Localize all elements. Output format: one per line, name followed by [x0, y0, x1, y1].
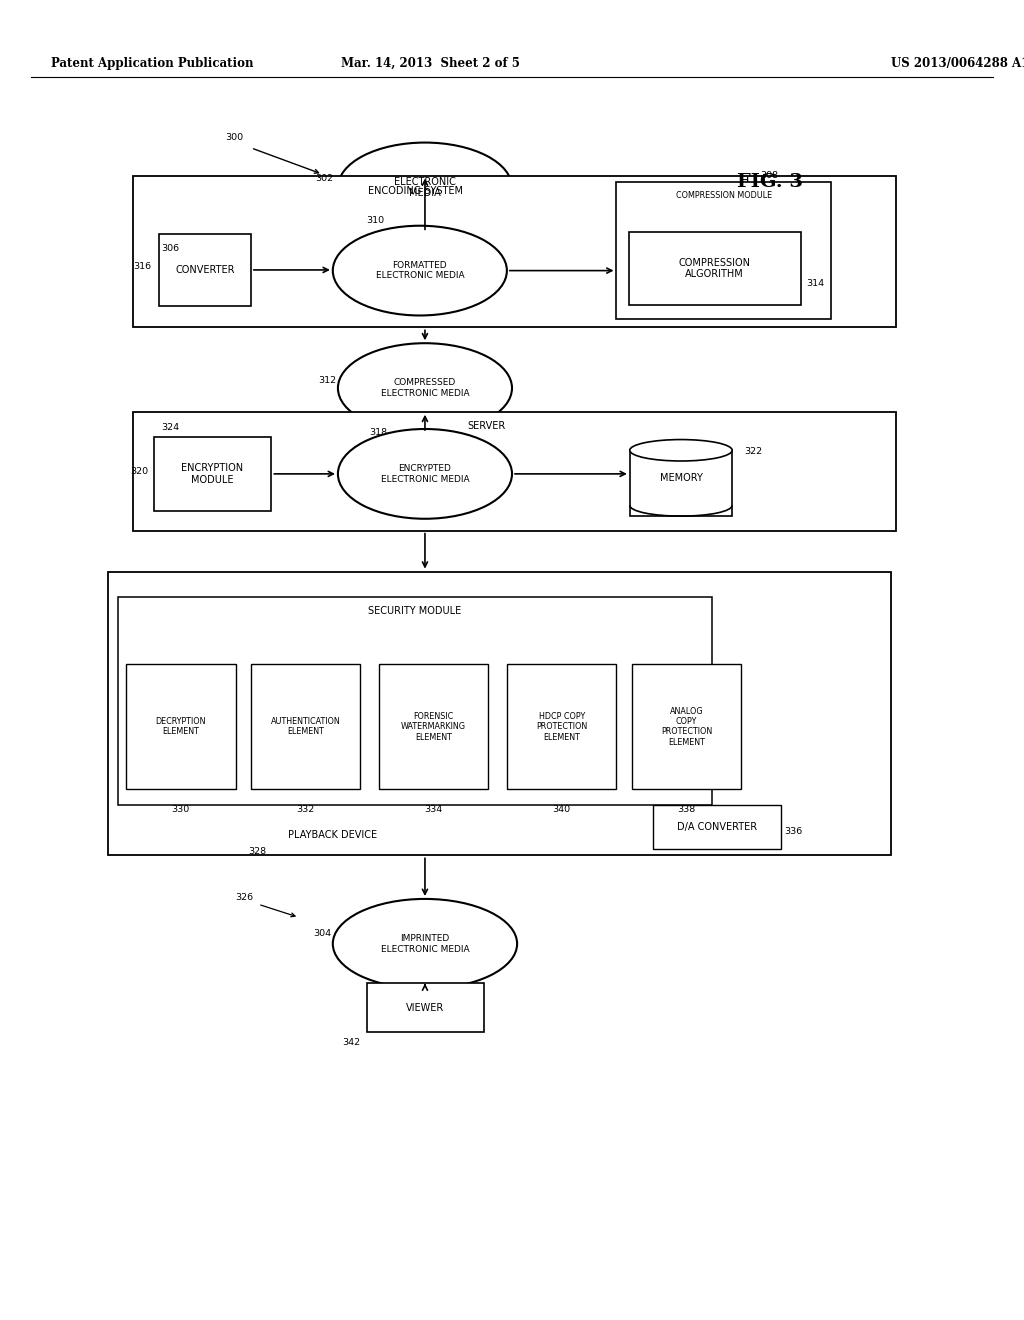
Text: 312: 312 [317, 376, 336, 384]
Text: VIEWER: VIEWER [407, 1003, 444, 1012]
Ellipse shape [338, 429, 512, 519]
FancyBboxPatch shape [118, 597, 712, 805]
Text: CONVERTER: CONVERTER [175, 265, 234, 275]
Text: MEMORY: MEMORY [659, 473, 702, 483]
Text: 340: 340 [553, 805, 570, 814]
Text: COMPRESSED
ELECTRONIC MEDIA: COMPRESSED ELECTRONIC MEDIA [381, 379, 469, 397]
Ellipse shape [338, 343, 512, 433]
Text: ELECTRONIC
MEDIA: ELECTRONIC MEDIA [394, 177, 456, 198]
Ellipse shape [333, 226, 507, 315]
Text: 314: 314 [806, 280, 824, 288]
FancyBboxPatch shape [616, 182, 831, 319]
Text: Mar. 14, 2013  Sheet 2 of 5: Mar. 14, 2013 Sheet 2 of 5 [341, 57, 519, 70]
Text: 302: 302 [315, 174, 334, 182]
Text: COMPRESSION
ALGORITHM: COMPRESSION ALGORITHM [679, 257, 751, 280]
Text: 330: 330 [172, 805, 189, 814]
FancyBboxPatch shape [108, 572, 891, 855]
FancyBboxPatch shape [379, 664, 488, 789]
Text: 322: 322 [744, 447, 763, 455]
Text: SECURITY MODULE: SECURITY MODULE [368, 606, 462, 616]
Text: COMPRESSION MODULE: COMPRESSION MODULE [676, 191, 772, 201]
Text: FIG. 3: FIG. 3 [737, 173, 803, 191]
Text: SERVER: SERVER [467, 421, 506, 432]
Text: ENCRYPTED
ELECTRONIC MEDIA: ENCRYPTED ELECTRONIC MEDIA [381, 465, 469, 483]
FancyBboxPatch shape [367, 983, 484, 1032]
Text: 320: 320 [130, 467, 148, 475]
FancyBboxPatch shape [507, 664, 616, 789]
Text: IMPRINTED
ELECTRONIC MEDIA: IMPRINTED ELECTRONIC MEDIA [381, 935, 469, 953]
Text: AUTHENTICATION
ELEMENT: AUTHENTICATION ELEMENT [270, 717, 341, 737]
FancyBboxPatch shape [632, 664, 741, 789]
Text: 342: 342 [342, 1039, 360, 1047]
FancyBboxPatch shape [154, 437, 271, 511]
Text: ANALOG
COPY
PROTECTION
ELEMENT: ANALOG COPY PROTECTION ELEMENT [660, 706, 713, 747]
Text: 338: 338 [678, 805, 695, 814]
Text: FORENSIC
WATERMARKING
ELEMENT: FORENSIC WATERMARKING ELEMENT [401, 711, 466, 742]
FancyBboxPatch shape [133, 176, 896, 327]
Text: 308: 308 [760, 172, 778, 180]
Text: 304: 304 [313, 929, 332, 937]
Text: 326: 326 [234, 894, 253, 902]
Text: 328: 328 [248, 847, 266, 855]
Text: FORMATTED
ELECTRONIC MEDIA: FORMATTED ELECTRONIC MEDIA [376, 261, 464, 280]
FancyBboxPatch shape [126, 664, 236, 789]
FancyBboxPatch shape [653, 805, 781, 849]
Text: 310: 310 [366, 216, 384, 224]
Text: 334: 334 [425, 805, 442, 814]
Text: 336: 336 [784, 828, 803, 836]
Text: 306: 306 [161, 244, 179, 252]
Text: PLAYBACK DEVICE: PLAYBACK DEVICE [288, 829, 378, 840]
Text: US 2013/0064288 A1: US 2013/0064288 A1 [891, 57, 1024, 70]
FancyBboxPatch shape [133, 412, 896, 531]
Ellipse shape [338, 143, 512, 232]
Text: ENCRYPTION
MODULE: ENCRYPTION MODULE [181, 463, 244, 484]
FancyBboxPatch shape [629, 232, 801, 305]
Text: 324: 324 [161, 424, 179, 432]
Text: Patent Application Publication: Patent Application Publication [51, 57, 254, 70]
Text: D/A CONVERTER: D/A CONVERTER [677, 822, 758, 832]
Text: 300: 300 [225, 133, 244, 141]
FancyBboxPatch shape [251, 664, 360, 789]
Text: 332: 332 [297, 805, 314, 814]
Ellipse shape [630, 440, 732, 461]
Text: ENCODING SYSTEM: ENCODING SYSTEM [368, 186, 463, 197]
Text: 316: 316 [133, 263, 152, 271]
Text: 318: 318 [369, 429, 387, 437]
FancyBboxPatch shape [159, 234, 251, 306]
Text: DECRYPTION
ELEMENT: DECRYPTION ELEMENT [156, 717, 206, 737]
Ellipse shape [333, 899, 517, 989]
Text: HDCP COPY
PROTECTION
ELEMENT: HDCP COPY PROTECTION ELEMENT [536, 711, 588, 742]
FancyBboxPatch shape [630, 450, 732, 516]
